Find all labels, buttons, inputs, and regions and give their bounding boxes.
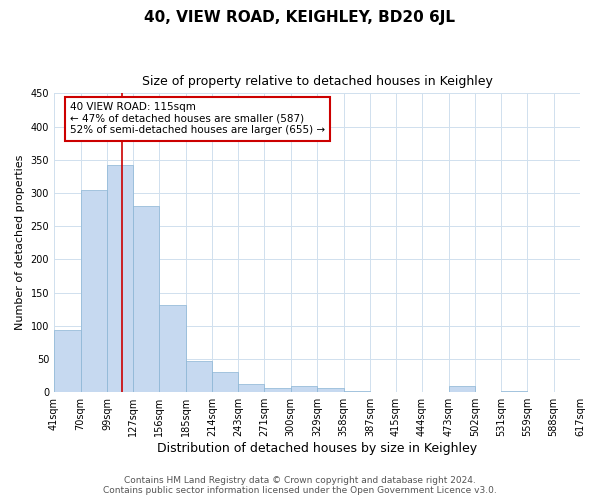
Title: Size of property relative to detached houses in Keighley: Size of property relative to detached ho… [142, 75, 493, 88]
Bar [159, 304, 185, 392]
Bar [133, 206, 159, 392]
Bar [449, 386, 475, 392]
Bar [107, 165, 133, 392]
Bar [238, 384, 264, 392]
Bar [54, 330, 80, 392]
Bar [502, 391, 527, 392]
Bar [290, 386, 317, 392]
X-axis label: Distribution of detached houses by size in Keighley: Distribution of detached houses by size … [157, 442, 477, 455]
Y-axis label: Number of detached properties: Number of detached properties [15, 155, 25, 330]
Bar [80, 190, 107, 392]
Bar [317, 388, 344, 392]
Bar [264, 388, 290, 392]
Text: 40, VIEW ROAD, KEIGHLEY, BD20 6JL: 40, VIEW ROAD, KEIGHLEY, BD20 6JL [145, 10, 455, 25]
Bar [212, 372, 238, 392]
Bar [344, 391, 370, 392]
Bar [185, 361, 212, 392]
Text: Contains HM Land Registry data © Crown copyright and database right 2024.
Contai: Contains HM Land Registry data © Crown c… [103, 476, 497, 495]
Text: 40 VIEW ROAD: 115sqm
← 47% of detached houses are smaller (587)
52% of semi-deta: 40 VIEW ROAD: 115sqm ← 47% of detached h… [70, 102, 325, 136]
